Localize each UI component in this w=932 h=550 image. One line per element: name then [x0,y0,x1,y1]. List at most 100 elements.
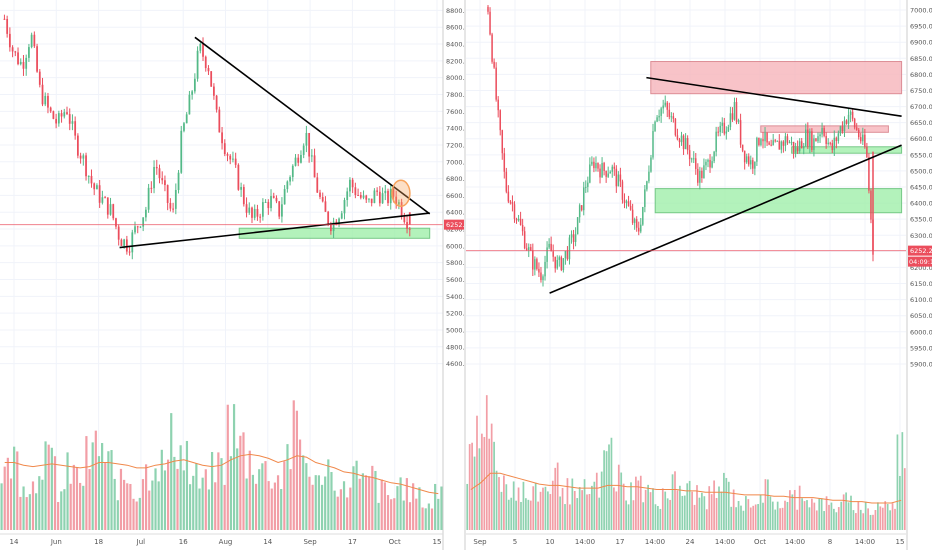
time-tick-label: 16 [179,538,188,546]
volume-bar [245,478,248,530]
candle-body [625,201,628,203]
candle-body [866,146,868,158]
volume-bar [267,481,270,530]
candle-body [199,43,202,51]
candle-body [778,140,781,150]
volume-bar [835,512,838,530]
candle-body [180,130,183,173]
volume-bar [254,483,258,530]
candle-body [261,202,264,217]
left-chart-panel[interactable]: 8800.0 8600.0 8400.0 8200.0 8000.0 7800.0 7600… [0,0,469,550]
candle-body [817,136,819,142]
volume-bar [705,509,708,530]
volume-bar [593,481,596,530]
resistance-upper-zone[interactable] [650,61,903,95]
right-chart-panel[interactable]: 7000.0 6950.0 6900.0 6850.0 6800.0 6750.0 6700… [466,0,932,550]
candle-body [378,191,381,204]
candle-body [343,200,346,214]
volume-bar [386,495,390,530]
candle-body [542,276,544,281]
candle-body [134,226,136,233]
volume-bar [110,450,113,530]
candle-body [373,190,376,204]
price-tick-label: 8200.0 [446,57,469,65]
candle-body [493,61,495,68]
candle-body [22,61,25,69]
candle-body [96,185,98,190]
candle-body [603,163,605,171]
candle-body [519,218,522,225]
time-tick-label: 14:00 [645,538,665,546]
volume-bar [710,494,713,530]
countdown-label: 04:09:10 [909,258,932,266]
candle-body [150,187,153,189]
volume-bar [198,488,201,530]
volume-bar [586,494,588,530]
volume-bar [214,482,217,530]
volume-bar [468,444,471,530]
descending-resistance-trendline[interactable] [646,76,902,118]
volume-bar [478,448,481,530]
price-tick-label: 7200.0 [446,141,469,149]
candle-body [221,132,223,144]
volume-bar [776,501,779,530]
volume-bar [123,479,126,530]
volume-bar [899,475,901,530]
volume-bar [850,495,852,530]
volume-bar [88,469,91,530]
volume-bar [434,483,437,530]
candle-body [841,126,844,132]
candle-body [829,142,831,144]
candle-body [17,52,19,65]
volume-bar [786,501,789,530]
support-upper-zone[interactable] [791,146,903,154]
candle-body [109,204,112,215]
volume-bar [894,508,896,530]
candle-body [633,219,636,223]
candle-body [517,218,520,221]
candle-body [515,218,518,221]
candle-body [527,247,530,250]
volume-bar [639,475,642,530]
volume-bar [615,491,618,530]
volume-bar [693,504,696,530]
volume-bar [588,494,591,530]
candle-body [164,180,166,186]
support-lower-zone[interactable] [654,188,903,214]
candle-body [101,197,104,203]
ascending-support-trendline[interactable] [549,144,902,294]
candle-body [644,189,646,207]
candle-body [408,228,411,230]
volume-bar [185,440,189,530]
candle-body [142,217,145,227]
candle-body [857,129,860,138]
candle-body [682,135,685,150]
volume-bar [427,503,430,530]
candle-body [362,195,365,198]
candle-body [731,113,734,120]
descending-resistance-trendline[interactable] [194,36,431,215]
volume-bar [192,475,195,530]
volume-bar [644,489,647,530]
price-tick-label: 6200.0 [910,264,932,272]
candle-body [232,158,234,160]
candle-body [534,259,536,270]
candle-body [595,162,597,169]
candle-body [868,157,870,191]
volume-bar [825,496,828,530]
time-tick-label: 15 [896,538,905,546]
volume-bar [842,494,845,530]
volume-bar [505,484,508,530]
volume-bar [75,467,79,530]
volume-bar [701,492,703,530]
candle-body [756,137,758,162]
volume-bar [25,497,28,530]
candle-body [617,174,620,187]
ascending-support-trendline[interactable] [119,212,430,249]
volume-bar [823,511,825,530]
volume-bar [632,500,635,530]
candle-body [837,133,840,141]
candle-body [196,50,199,79]
candle-body [71,121,74,124]
volume-bar [488,438,491,530]
